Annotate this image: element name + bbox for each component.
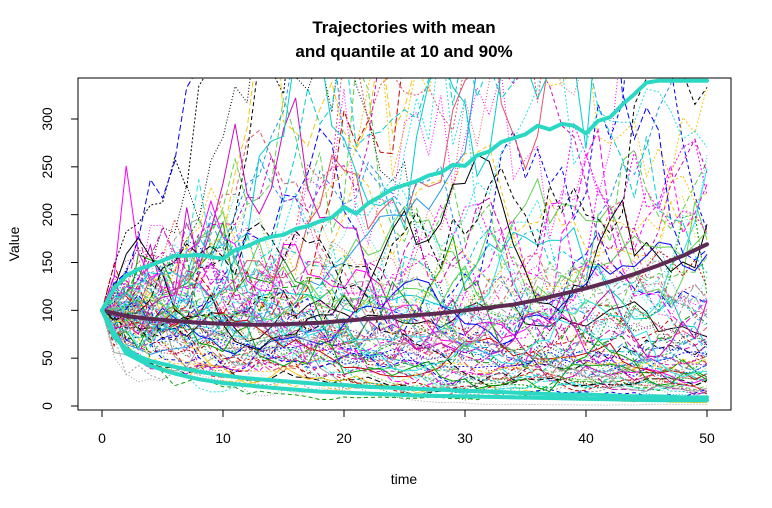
trajectory-line bbox=[101, 304, 708, 393]
trajectory-line bbox=[101, 265, 708, 376]
trajectory-line bbox=[101, 241, 708, 355]
trajectory-line bbox=[101, 78, 542, 330]
trajectory-line bbox=[101, 179, 708, 395]
x-axis: 0 10 20 30 40 50 bbox=[98, 409, 715, 446]
y-tick-label: 100 bbox=[39, 298, 55, 322]
trajectory-line bbox=[101, 310, 708, 406]
trajectory-line bbox=[101, 78, 708, 311]
trajectory-line bbox=[101, 220, 708, 378]
trajectory-line bbox=[101, 304, 708, 389]
trajectory-line bbox=[101, 78, 593, 331]
y-tick-label: 150 bbox=[39, 251, 55, 275]
trajectory-line bbox=[101, 78, 619, 311]
trajectory-line bbox=[101, 78, 708, 311]
series-line-quantile-10-lower bbox=[100, 308, 709, 403]
trajectory-line bbox=[102, 122, 708, 328]
trajectory-line bbox=[101, 196, 708, 326]
trajectory-line bbox=[101, 78, 477, 355]
x-tick-label: 40 bbox=[578, 430, 594, 446]
x-tick-label: 10 bbox=[215, 430, 231, 446]
trajectory-line bbox=[101, 309, 708, 392]
trajectory-line bbox=[101, 282, 708, 397]
summary-lines bbox=[100, 78, 709, 403]
trajectory-line bbox=[101, 296, 708, 395]
series-line-quantile-10 bbox=[100, 308, 709, 400]
y-tick-label: 200 bbox=[39, 203, 55, 227]
y-tick-label: 300 bbox=[39, 107, 55, 131]
trajectory-line bbox=[101, 156, 708, 376]
trajectory-line bbox=[101, 297, 708, 392]
trajectory-line bbox=[101, 177, 708, 311]
series-line-mean bbox=[100, 242, 709, 327]
trajectory-line bbox=[101, 256, 708, 348]
trajectory-line bbox=[101, 78, 708, 341]
trajectory-line bbox=[101, 78, 708, 318]
chart-title-line-2: and quantile at 10 and 90% bbox=[295, 42, 512, 61]
trajectory-line bbox=[101, 78, 708, 369]
trajectory-line bbox=[101, 239, 708, 366]
trajectory-line bbox=[101, 222, 708, 387]
trajectory-line bbox=[101, 302, 708, 388]
series-line-quantile-90 bbox=[100, 78, 709, 313]
y-axis-label: Value bbox=[6, 226, 22, 261]
y-tick-label: 50 bbox=[39, 350, 55, 366]
trajectory-line bbox=[101, 250, 708, 367]
trajectory-line bbox=[101, 155, 708, 323]
trajectory-line bbox=[101, 197, 708, 396]
trajectory-line bbox=[101, 151, 708, 347]
trajectory-line bbox=[101, 175, 708, 373]
x-tick-label: 50 bbox=[699, 430, 715, 446]
x-axis-label: time bbox=[391, 471, 418, 487]
trajectory-line bbox=[101, 78, 708, 370]
trajectory-line bbox=[101, 220, 708, 371]
trajectory-line bbox=[101, 165, 708, 384]
trajectory-line bbox=[101, 78, 547, 311]
trajectory-line bbox=[101, 252, 708, 346]
x-tick-label: 20 bbox=[336, 430, 352, 446]
trajectory-line bbox=[101, 78, 402, 323]
trajectory-line bbox=[101, 144, 708, 324]
y-tick-label: 0 bbox=[39, 402, 55, 410]
trajectory-line bbox=[101, 294, 708, 398]
trajectory-line bbox=[101, 292, 708, 404]
y-tick-label: 250 bbox=[39, 155, 55, 179]
trajectory-line bbox=[101, 220, 708, 369]
x-tick-label: 0 bbox=[98, 430, 106, 446]
trajectory-line bbox=[101, 261, 708, 395]
trajectory-line bbox=[101, 298, 708, 383]
y-axis: 0 50 100 150 200 250 300 bbox=[39, 107, 79, 410]
trajectory-line bbox=[101, 78, 673, 329]
trajectory-line bbox=[101, 310, 708, 389]
trajectory-line bbox=[101, 307, 708, 385]
chart-title-line-1: Trajectories with mean bbox=[312, 18, 495, 37]
trajectory-line bbox=[101, 78, 414, 324]
trajectory-line bbox=[101, 78, 286, 311]
trajectory-line bbox=[101, 309, 708, 394]
trajectory-line bbox=[101, 128, 708, 391]
trajectory-line bbox=[101, 281, 708, 378]
x-tick-label: 30 bbox=[457, 430, 473, 446]
trajectory-line bbox=[101, 78, 708, 311]
trajectory-line bbox=[101, 259, 708, 359]
trajectory-line bbox=[101, 298, 708, 398]
trajectory-line bbox=[101, 217, 708, 345]
